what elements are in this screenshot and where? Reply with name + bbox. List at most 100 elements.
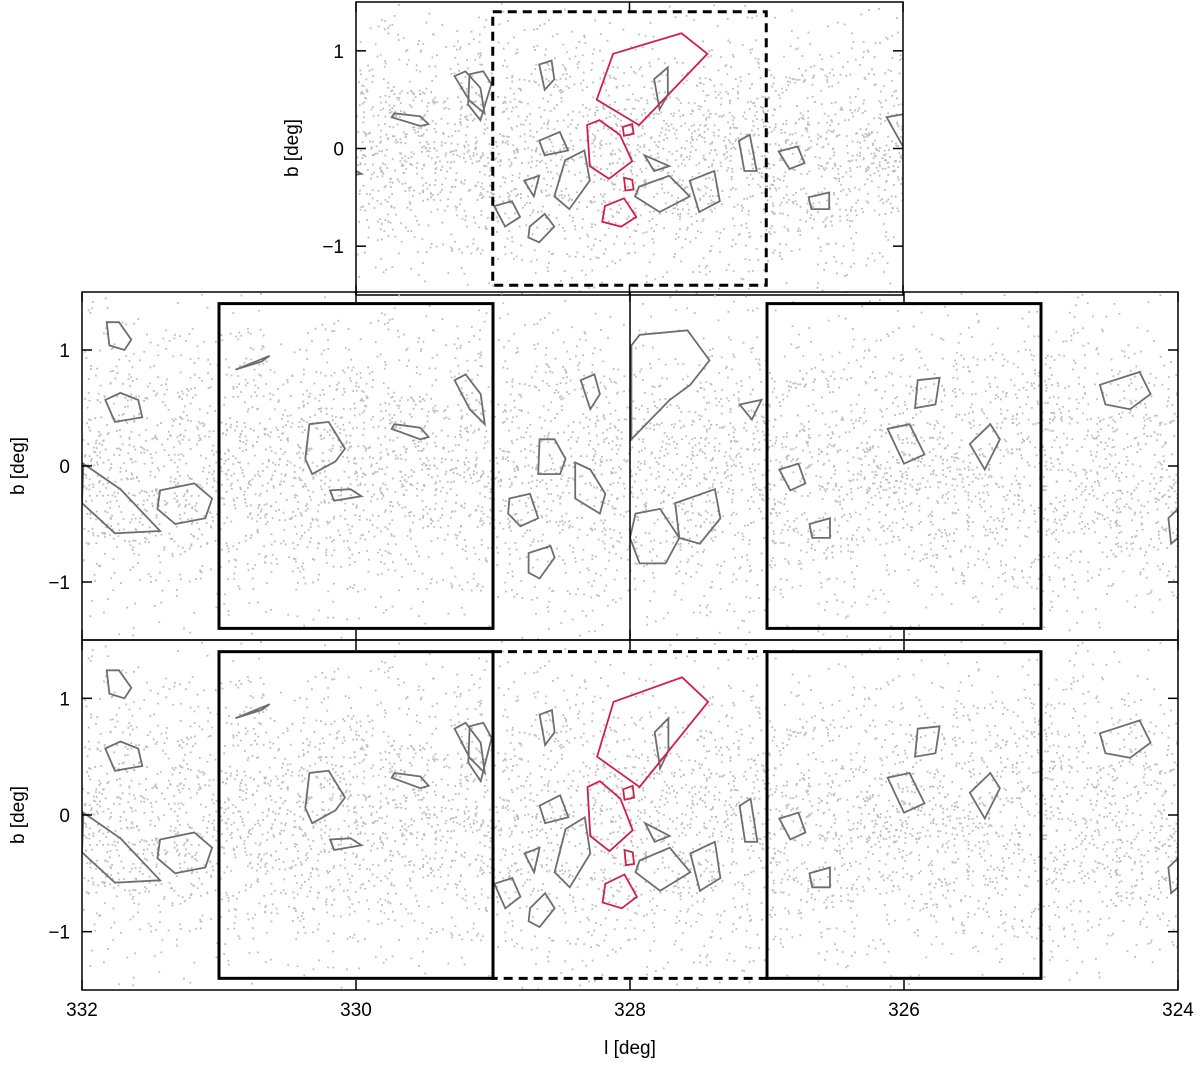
data-point bbox=[383, 271, 385, 273]
data-point bbox=[473, 38, 475, 40]
data-point bbox=[799, 79, 801, 81]
data-point bbox=[466, 116, 468, 118]
data-point bbox=[187, 518, 189, 520]
data-point bbox=[155, 452, 157, 454]
data-point bbox=[633, 161, 635, 163]
data-point bbox=[867, 179, 869, 181]
data-point bbox=[389, 126, 391, 128]
data-point bbox=[803, 188, 805, 190]
data-point bbox=[497, 221, 499, 223]
region-polygon bbox=[969, 113, 999, 151]
data-point bbox=[792, 448, 794, 450]
data-point bbox=[1072, 464, 1074, 466]
data-point bbox=[567, 114, 569, 116]
data-point bbox=[790, 448, 792, 450]
data-point bbox=[740, 76, 742, 78]
data-point bbox=[591, 202, 593, 204]
data-point bbox=[235, 566, 237, 568]
data-point bbox=[807, 117, 809, 119]
data-point bbox=[599, 240, 601, 242]
data-point bbox=[502, 201, 504, 203]
data-point bbox=[706, 429, 708, 431]
data-point bbox=[702, 451, 704, 453]
data-point bbox=[790, 381, 792, 383]
data-point bbox=[409, 81, 411, 83]
data-point bbox=[592, 143, 594, 145]
data-point bbox=[982, 624, 984, 626]
data-point bbox=[883, 476, 885, 478]
data-point bbox=[643, 144, 645, 146]
data-point bbox=[209, 431, 211, 433]
data-point bbox=[555, 389, 557, 391]
data-point bbox=[392, 90, 394, 92]
data-point bbox=[586, 176, 588, 178]
data-point bbox=[539, 154, 541, 156]
data-point bbox=[241, 430, 243, 432]
data-point bbox=[403, 37, 405, 39]
data-point bbox=[600, 459, 602, 461]
data-point bbox=[377, 56, 379, 58]
data-point bbox=[367, 367, 369, 369]
data-point bbox=[897, 176, 899, 178]
data-point bbox=[533, 29, 535, 31]
data-point bbox=[963, 486, 965, 488]
data-point bbox=[366, 219, 368, 221]
data-point bbox=[1048, 529, 1050, 531]
data-point bbox=[319, 394, 321, 396]
data-point bbox=[447, 406, 449, 408]
data-point bbox=[1030, 505, 1032, 507]
data-point bbox=[388, 33, 390, 35]
data-point bbox=[823, 371, 825, 373]
data-point bbox=[91, 600, 93, 602]
data-point bbox=[696, 485, 698, 487]
data-point bbox=[970, 407, 972, 409]
data-point bbox=[487, 476, 489, 478]
data-point bbox=[122, 443, 124, 445]
data-point bbox=[991, 285, 993, 287]
data-point bbox=[660, 132, 662, 134]
data-point bbox=[386, 149, 388, 151]
data-point bbox=[812, 77, 814, 79]
data-point bbox=[1126, 542, 1128, 544]
data-point bbox=[579, 362, 581, 364]
data-point bbox=[455, 576, 457, 578]
data-point bbox=[858, 527, 860, 529]
data-point bbox=[559, 503, 561, 505]
data-point bbox=[411, 106, 413, 108]
data-point bbox=[377, 356, 379, 358]
data-point bbox=[435, 75, 437, 77]
data-point bbox=[426, 129, 428, 131]
data-point bbox=[971, 394, 973, 396]
data-point bbox=[596, 166, 598, 168]
data-point bbox=[530, 130, 532, 132]
data-point bbox=[384, 60, 386, 62]
data-point bbox=[749, 611, 751, 613]
data-point bbox=[1090, 470, 1092, 472]
data-point bbox=[859, 155, 861, 157]
data-point bbox=[697, 188, 699, 190]
data-point bbox=[614, 153, 616, 155]
data-point bbox=[782, 399, 784, 401]
data-point bbox=[637, 224, 639, 226]
data-point bbox=[1063, 433, 1065, 435]
data-point bbox=[504, 182, 506, 184]
data-point bbox=[880, 424, 882, 426]
data-point bbox=[401, 90, 403, 92]
data-point bbox=[579, 157, 581, 159]
data-point bbox=[783, 436, 785, 438]
data-point bbox=[331, 450, 333, 452]
data-point bbox=[855, 232, 857, 234]
data-point bbox=[243, 494, 245, 496]
data-point bbox=[758, 463, 760, 465]
data-point bbox=[826, 122, 828, 124]
data-point bbox=[463, 157, 465, 159]
data-point bbox=[393, 207, 395, 209]
data-point bbox=[809, 43, 811, 45]
data-point bbox=[779, 255, 781, 257]
data-point bbox=[184, 551, 186, 553]
data-point bbox=[512, 241, 514, 243]
data-point bbox=[460, 101, 462, 103]
data-point bbox=[531, 161, 533, 163]
data-point bbox=[641, 114, 643, 116]
data-point bbox=[433, 412, 435, 414]
